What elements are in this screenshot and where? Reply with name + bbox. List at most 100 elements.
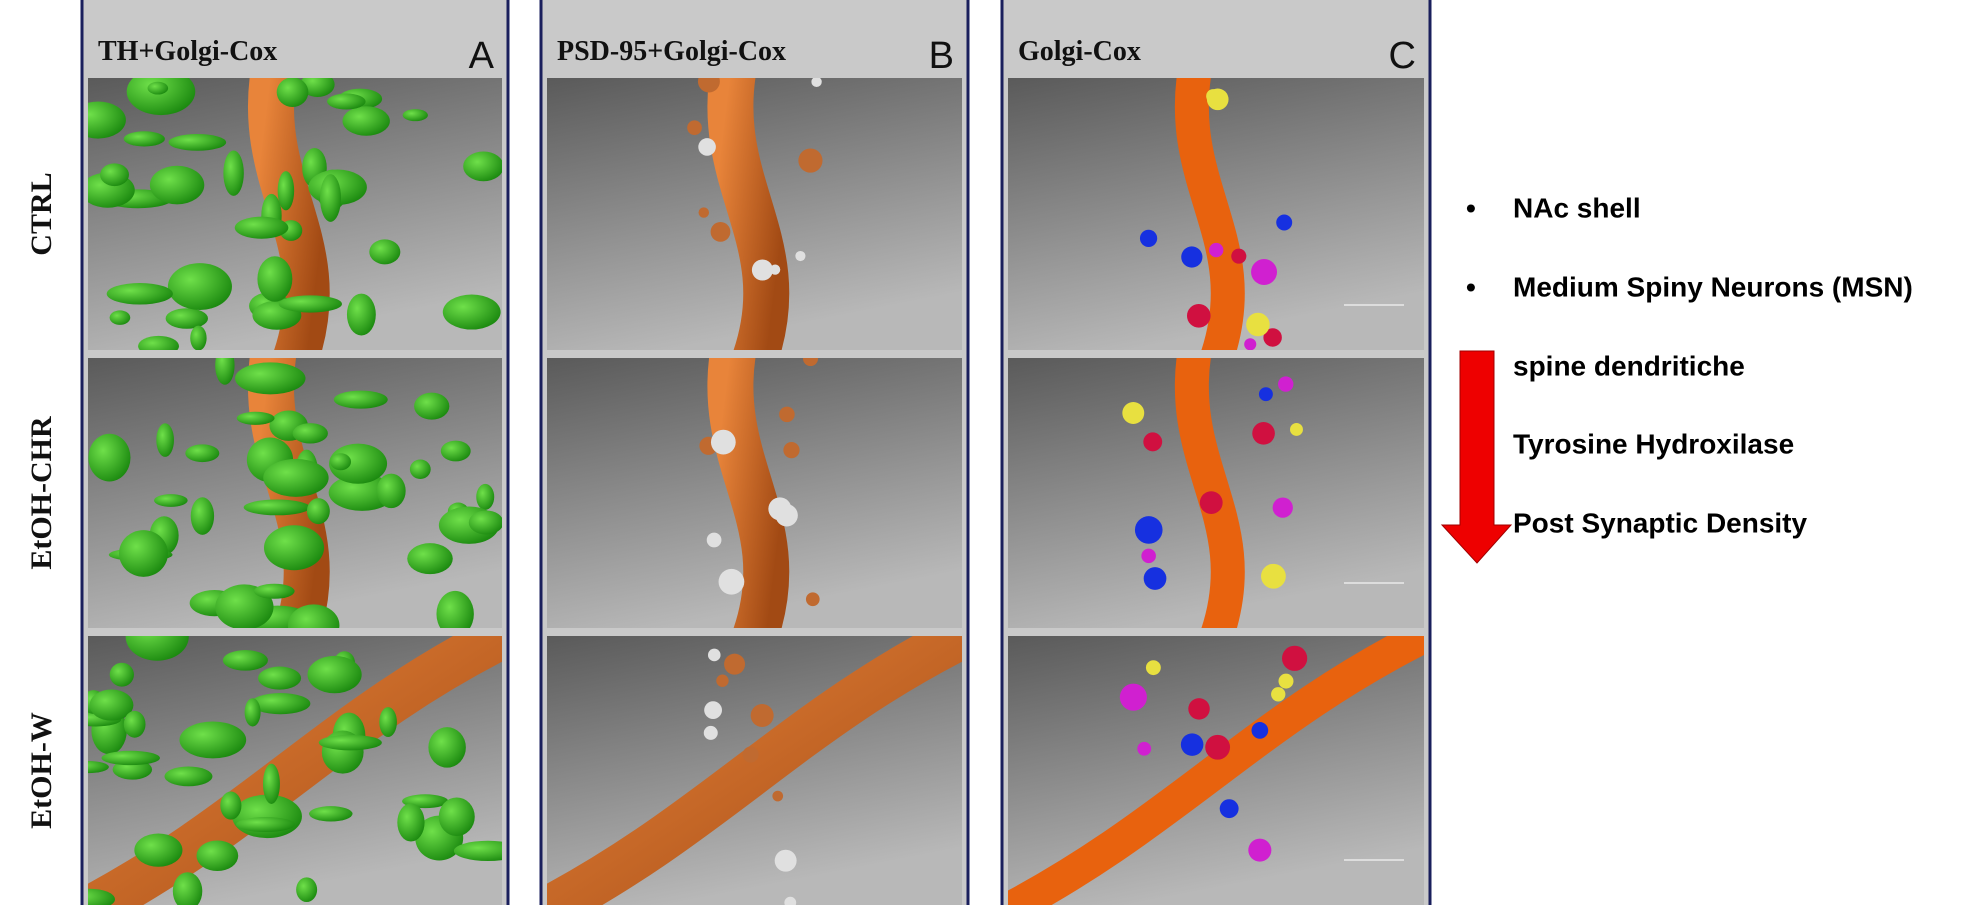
th-blob	[107, 283, 173, 305]
th-blob	[156, 423, 174, 457]
psd-spot	[699, 207, 709, 217]
psd-spot	[798, 149, 822, 173]
th-blob	[237, 412, 275, 425]
micrograph	[1008, 348, 1424, 638]
th-blob	[403, 109, 428, 121]
th-blob	[293, 423, 328, 443]
th-blob	[110, 663, 134, 687]
th-blob	[443, 295, 501, 330]
psd-spot	[698, 138, 716, 156]
spine-head	[1200, 491, 1223, 514]
psd-spot	[772, 791, 783, 802]
th-blob	[148, 82, 169, 95]
th-blob	[309, 806, 353, 821]
micrograph-content	[88, 346, 503, 646]
micrograph	[547, 348, 962, 638]
psd-spot	[783, 442, 799, 458]
th-blob	[100, 163, 129, 186]
spine-head	[1271, 687, 1285, 701]
th-blob	[166, 308, 208, 328]
item-text: Tyrosine Hydroxilase	[1513, 428, 1794, 459]
micrograph	[998, 631, 1434, 905]
psd-spot	[716, 675, 728, 687]
psd-spot	[704, 701, 722, 719]
spine-head	[1259, 387, 1273, 401]
th-blob	[190, 326, 206, 351]
spine-head	[1282, 646, 1307, 671]
micrograph-content	[70, 68, 503, 360]
psd-spot	[711, 222, 731, 242]
psd-spot	[711, 430, 736, 455]
th-blob	[244, 500, 310, 516]
row-label: EtOH-CHR	[25, 416, 58, 570]
column-title: Golgi-Cox	[1018, 36, 1141, 67]
spine-head	[1181, 733, 1204, 756]
spine-head	[1278, 376, 1293, 391]
spine-head	[1251, 259, 1277, 285]
spine-head	[1273, 498, 1293, 518]
th-blob	[165, 767, 213, 787]
psd-spot	[743, 747, 759, 763]
bullet-mark: •	[1466, 192, 1476, 223]
spine-head	[1252, 722, 1269, 739]
micrograph-content	[547, 348, 962, 638]
psd-spot	[779, 407, 795, 423]
psd-spot	[768, 497, 791, 520]
th-blob	[379, 707, 397, 737]
spine-head	[1146, 660, 1161, 675]
th-blob	[70, 101, 126, 138]
th-blob	[454, 841, 522, 861]
th-blob	[168, 263, 232, 310]
row-label: EtOH-W	[25, 712, 58, 829]
spine-head	[1188, 698, 1209, 719]
th-blob	[150, 166, 204, 205]
psd-spot	[724, 654, 745, 675]
spine-head	[1143, 432, 1162, 451]
spine-head	[1206, 89, 1220, 103]
micrograph-content	[537, 631, 972, 905]
th-blob	[410, 459, 431, 479]
th-blob	[220, 792, 241, 820]
psd-spot	[707, 533, 722, 548]
th-blob	[330, 453, 351, 470]
th-blob	[236, 817, 295, 832]
spine-head	[1290, 423, 1303, 436]
th-blob	[179, 721, 246, 758]
micrograph	[88, 346, 503, 646]
spine-head	[1220, 799, 1239, 818]
th-blob	[88, 434, 130, 482]
th-blob	[235, 362, 305, 394]
th-blob	[428, 727, 465, 767]
th-blob	[278, 171, 294, 210]
micrograph	[70, 68, 503, 360]
th-blob	[319, 735, 382, 750]
th-blob	[407, 543, 453, 574]
th-blob	[119, 530, 168, 577]
th-blob	[334, 391, 388, 409]
th-blob	[369, 239, 400, 264]
th-blob	[196, 840, 238, 871]
th-blob	[124, 131, 165, 146]
th-blob	[110, 310, 131, 324]
spine-head	[1135, 516, 1163, 544]
spine-head	[1246, 313, 1270, 337]
th-blob	[235, 217, 289, 239]
spine-head	[1205, 735, 1230, 760]
th-blob	[441, 441, 471, 462]
spine-head	[1279, 674, 1294, 689]
panels: TH+Golgi-CoxAPSD-95+Golgi-CoxBGolgi-CoxC…	[25, 0, 1434, 905]
psd-spot	[806, 592, 820, 606]
spine-head	[1140, 230, 1157, 247]
micrograph-content	[998, 631, 1434, 905]
spine-head	[1141, 549, 1156, 564]
th-blob	[258, 667, 301, 690]
row-label: CTRL	[25, 172, 58, 255]
micrograph-content	[547, 68, 962, 360]
th-blob	[347, 294, 376, 336]
th-blob	[102, 751, 160, 765]
th-blob	[279, 295, 342, 312]
page: TH+Golgi-CoxAPSD-95+Golgi-CoxBGolgi-CoxC…	[0, 0, 1982, 905]
bullet-mark: •	[1466, 271, 1476, 302]
th-blob	[263, 459, 328, 497]
th-blob	[191, 497, 214, 535]
